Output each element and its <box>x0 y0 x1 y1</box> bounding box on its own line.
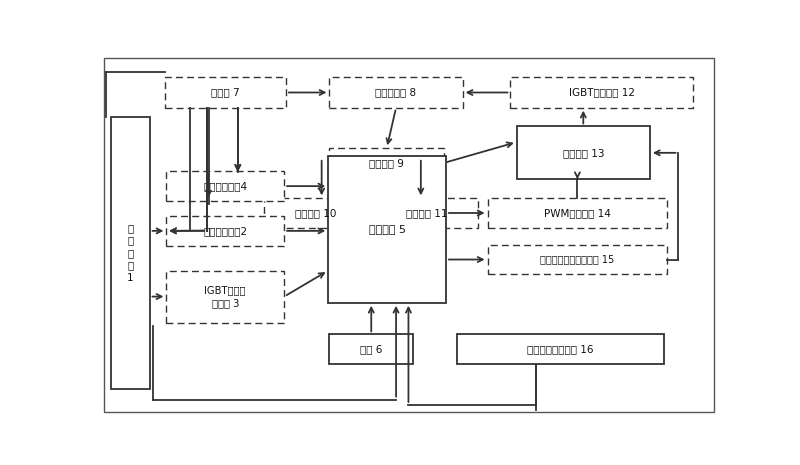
Text: IGBT温度检
测电路 3: IGBT温度检 测电路 3 <box>205 286 246 308</box>
Bar <box>330 148 444 178</box>
Text: IGBT半桥电路 12: IGBT半桥电路 12 <box>569 87 635 98</box>
Text: 散热系统 11: 散热系统 11 <box>406 208 448 218</box>
Bar <box>457 334 664 364</box>
Bar <box>517 126 650 179</box>
Text: 微处理器 5: 微处理器 5 <box>369 225 406 234</box>
Bar <box>510 77 694 108</box>
Text: 电压监控模剗2: 电压监控模剗2 <box>203 226 247 236</box>
Text: 主震荡回路 8: 主震荡回路 8 <box>375 87 417 98</box>
Text: 键盘 6: 键盘 6 <box>360 344 382 354</box>
Text: PWM调制电路 14: PWM调制电路 14 <box>544 208 611 218</box>
Bar <box>376 198 478 228</box>
Bar <box>330 334 413 364</box>
Bar <box>487 245 667 274</box>
Text: 同步电路 9: 同步电路 9 <box>370 158 404 168</box>
Bar <box>330 77 462 108</box>
Text: 开关控制及软启动电路 15: 开关控制及软启动电路 15 <box>540 254 614 265</box>
Text: 浪涌电压检测电路 16: 浪涌电压检测电路 16 <box>527 344 594 354</box>
Bar <box>166 172 284 201</box>
Text: 驱动电路 13: 驱动电路 13 <box>562 148 604 158</box>
Text: 主电源 7: 主电源 7 <box>211 87 240 98</box>
Bar <box>166 216 284 246</box>
Bar <box>166 271 284 323</box>
Bar <box>487 198 667 228</box>
Bar <box>328 156 446 303</box>
Text: 报警电路 10: 报警电路 10 <box>294 208 336 218</box>
Bar <box>165 77 286 108</box>
Bar <box>264 198 366 228</box>
Text: 方
波
电
路
1: 方 波 电 路 1 <box>127 223 134 283</box>
Text: 电流检测模剗4: 电流检测模剗4 <box>203 181 247 191</box>
Bar <box>111 117 150 389</box>
